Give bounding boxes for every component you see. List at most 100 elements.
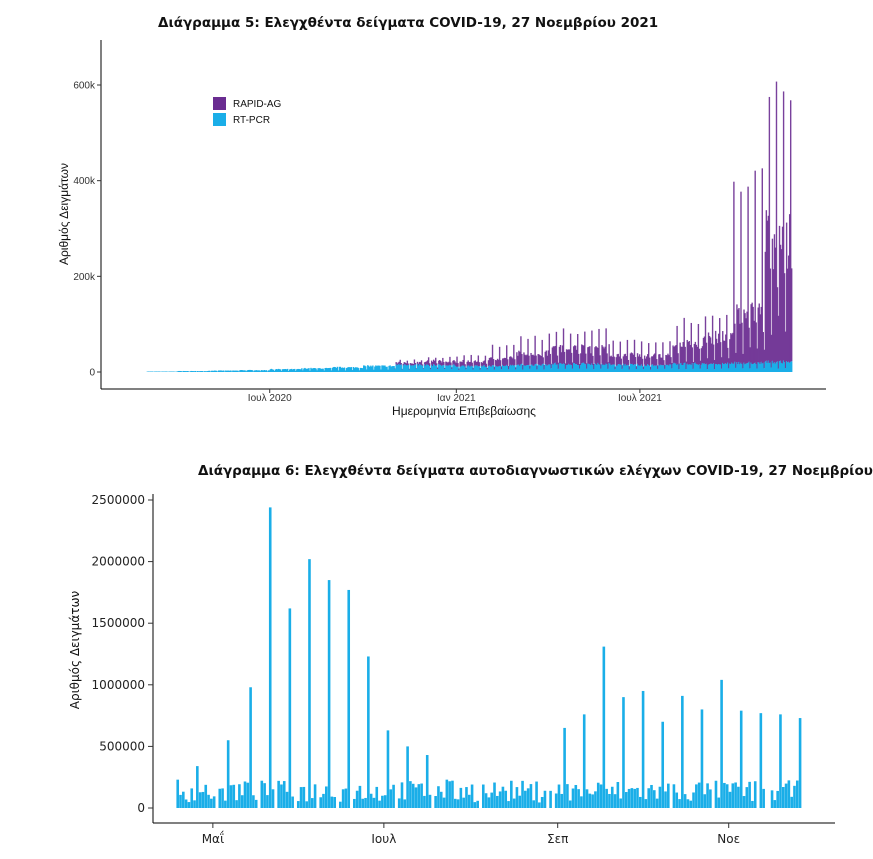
- rt-pcr-bar: [763, 368, 766, 372]
- rt-pcr-bar: [275, 369, 278, 372]
- chart-6-bar: [619, 798, 622, 808]
- rt-pcr-bar: [465, 369, 467, 372]
- rt-pcr-bar: [468, 365, 470, 372]
- chart-6-bar: [798, 718, 802, 808]
- rt-pcr-bar: [727, 362, 729, 372]
- rapid-ag-bar: [673, 346, 675, 363]
- rt-pcr-bar: [731, 362, 733, 372]
- chart-6-bar: [210, 798, 213, 808]
- chart-6-bar: [504, 790, 508, 808]
- chart-6-bar: [571, 788, 575, 808]
- rt-pcr-bar: [359, 367, 362, 372]
- rt-pcr-bar: [253, 370, 255, 372]
- rapid-ag-bar: [603, 348, 605, 365]
- rt-pcr-bar: [271, 369, 274, 372]
- rt-pcr-bar: [317, 368, 319, 372]
- rapid-ag-bar: [458, 368, 460, 370]
- rapid-ag-bar: [577, 334, 579, 366]
- rt-pcr-bar: [185, 371, 187, 372]
- rt-pcr-bar: [738, 361, 740, 372]
- rapid-ag-bar: [787, 255, 790, 362]
- rt-pcr-bar: [635, 369, 638, 372]
- rt-pcr-bar: [516, 365, 518, 372]
- rt-pcr-bar: [283, 369, 286, 372]
- rt-pcr-bar: [342, 367, 345, 372]
- chart-6-bar: [683, 794, 687, 808]
- chart-6-bar: [493, 782, 496, 808]
- rapid-ag-bar: [512, 358, 514, 365]
- rapid-ag-bar: [724, 340, 726, 364]
- chart-5-x-axis-label: Ημερομηνία Επιβεβαίωσης: [392, 404, 536, 418]
- rt-pcr-bar: [768, 363, 771, 372]
- rt-pcr-bar: [657, 368, 659, 372]
- rapid-ag-bar: [555, 331, 558, 365]
- rt-pcr-bar: [270, 368, 273, 372]
- rt-pcr-bar: [546, 365, 548, 372]
- rt-pcr-bar: [761, 363, 763, 372]
- rapid-ag-bar: [765, 210, 768, 361]
- rapid-ag-bar: [431, 361, 434, 367]
- rt-pcr-bar: [471, 366, 473, 372]
- chart-6-x-tick-label: Νοε: [717, 832, 740, 846]
- rt-pcr-bar: [750, 362, 752, 372]
- chart-6-bar: [476, 800, 479, 808]
- chart-6-bar: [793, 785, 796, 808]
- chart-6-bar: [414, 787, 418, 808]
- rapid-ag-bar: [543, 364, 545, 370]
- chart-6-bar: [403, 799, 407, 808]
- rt-pcr-bar: [784, 368, 787, 372]
- rapid-ag-bar: [416, 361, 419, 364]
- rt-pcr-bar: [427, 365, 430, 372]
- rapid-ag-bar: [736, 304, 738, 363]
- rapid-ag-bar: [681, 346, 683, 365]
- rapid-ag-bar: [776, 287, 779, 362]
- rt-pcr-bar: [705, 363, 708, 372]
- rapid-ag-bar: [450, 362, 452, 366]
- rt-pcr-bar: [299, 369, 301, 372]
- rt-pcr-bar: [654, 365, 656, 372]
- rt-pcr-bar: [588, 363, 590, 372]
- chart-6-bar: [246, 782, 250, 808]
- rt-pcr-bar: [376, 366, 378, 372]
- rt-pcr-bar: [320, 368, 322, 372]
- rapid-ag-bar: [742, 353, 744, 369]
- rapid-ag-bar: [597, 348, 599, 363]
- chart-6-bar: [428, 794, 432, 808]
- rapid-ag-bar: [453, 360, 455, 365]
- rapid-ag-bar: [546, 355, 548, 366]
- chart-6-bar: [638, 796, 642, 808]
- rapid-ag-bar: [620, 358, 623, 365]
- rapid-ag-bar: [769, 268, 772, 363]
- rt-pcr-bar: [294, 368, 296, 372]
- rapid-ag-bar: [687, 341, 689, 365]
- rt-pcr-bar: [616, 365, 618, 372]
- rapid-ag-bar: [598, 328, 600, 365]
- rt-pcr-bar: [225, 370, 227, 372]
- chart-6-bar: [667, 783, 670, 808]
- rt-pcr-bar: [282, 369, 285, 372]
- rapid-ag-bar: [422, 367, 425, 369]
- rt-pcr-bar: [493, 369, 496, 372]
- chart-6-bar: [524, 790, 527, 808]
- rt-pcr-bar: [378, 365, 380, 372]
- rapid-ag-bar: [637, 356, 640, 366]
- rt-pcr-bar: [413, 364, 416, 372]
- rapid-ag-bar: [729, 339, 731, 364]
- rt-pcr-bar: [451, 368, 453, 372]
- rt-pcr-bar: [589, 364, 591, 372]
- rt-pcr-bar: [327, 368, 329, 372]
- rapid-ag-bar: [537, 354, 539, 365]
- rt-pcr-bar: [214, 370, 217, 372]
- chart-6-bar: [218, 788, 222, 808]
- rt-pcr-bar: [349, 367, 352, 372]
- rt-pcr-bar: [467, 365, 469, 372]
- rt-pcr-bar: [652, 364, 654, 372]
- rt-pcr-bar: [595, 364, 597, 372]
- chart-6-bar: [302, 786, 306, 808]
- rapid-ag-bar: [397, 362, 399, 365]
- rapid-ag-bar: [567, 349, 570, 364]
- rapid-ag-bar: [688, 341, 690, 365]
- rapid-ag-bar: [698, 348, 701, 365]
- rt-pcr-bar: [708, 364, 711, 372]
- rt-pcr-bar: [767, 360, 770, 372]
